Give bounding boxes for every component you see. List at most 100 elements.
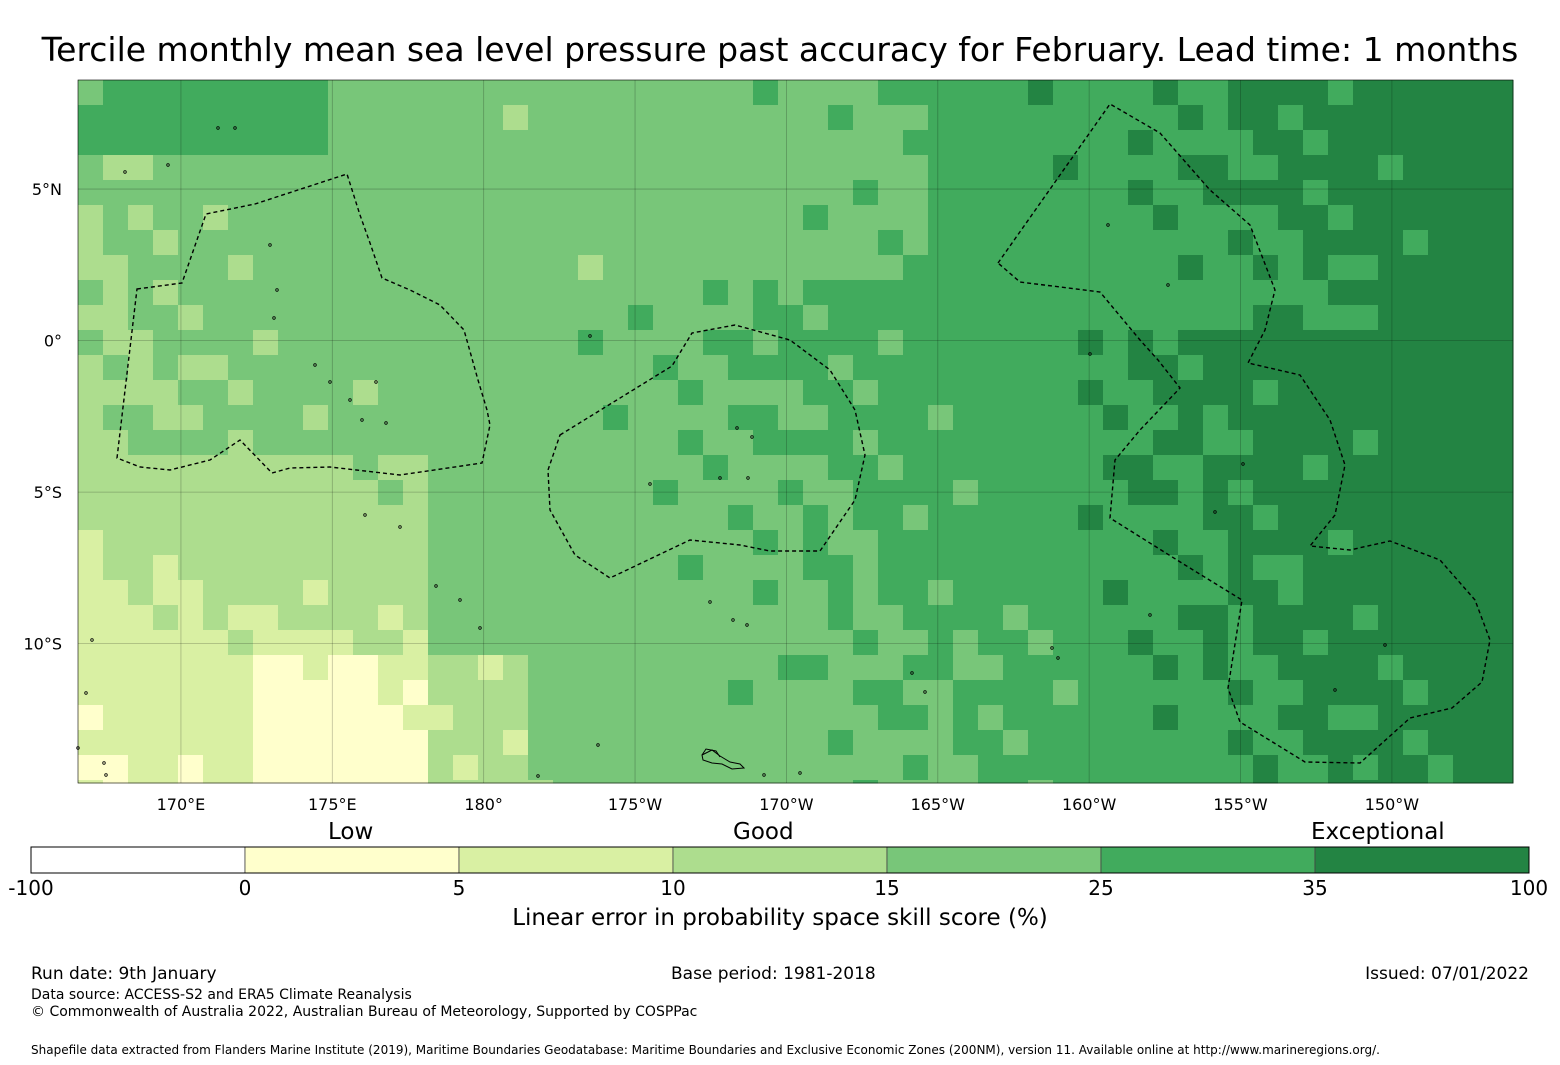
grid-cell xyxy=(1228,330,1254,356)
grid-cell xyxy=(278,105,304,131)
grid-cell xyxy=(503,530,529,556)
grid-cell xyxy=(1303,205,1329,231)
colorbar-tick-label: 10 xyxy=(660,876,686,900)
grid-cell xyxy=(1503,755,1514,781)
grid-cell xyxy=(1303,580,1329,606)
grid-cell xyxy=(803,430,829,456)
grid-cell xyxy=(1053,230,1079,256)
grid-cell xyxy=(928,605,954,631)
grid-cell xyxy=(953,430,979,456)
grid-cell xyxy=(1028,455,1054,481)
grid-cell xyxy=(928,680,954,706)
grid-cell xyxy=(603,530,629,556)
grid-cell xyxy=(1078,530,1104,556)
grid-cell xyxy=(228,205,254,231)
grid-cell xyxy=(1128,580,1154,606)
grid-cell xyxy=(478,730,504,756)
grid-cell xyxy=(453,430,479,456)
grid-cell xyxy=(253,430,279,456)
grid-cell xyxy=(703,655,729,681)
grid-cell xyxy=(278,605,304,631)
grid-cell xyxy=(278,430,304,456)
grid-cell xyxy=(978,455,1004,481)
grid-cell xyxy=(1278,780,1304,784)
grid-cell xyxy=(428,630,454,656)
grid-cell xyxy=(628,180,654,206)
grid-cell xyxy=(1353,80,1379,106)
grid-cell xyxy=(1278,405,1304,431)
grid-cell xyxy=(1053,530,1079,556)
grid-cell xyxy=(1503,430,1514,456)
grid-cell xyxy=(1378,180,1404,206)
grid-cell xyxy=(1103,380,1129,406)
grid-cell xyxy=(453,655,479,681)
grid-cell xyxy=(1328,755,1354,781)
grid-cell xyxy=(1053,555,1079,581)
grid-cell xyxy=(1078,205,1104,231)
grid-cell xyxy=(253,280,279,306)
grid-cell xyxy=(578,255,604,281)
grid-cell xyxy=(878,655,904,681)
grid-cell xyxy=(1303,605,1329,631)
grid-cell xyxy=(478,280,504,306)
grid-cell xyxy=(928,555,954,581)
grid-cell xyxy=(578,505,604,531)
grid-cell xyxy=(178,480,204,506)
grid-cell xyxy=(1078,780,1104,784)
grid-cell xyxy=(478,530,504,556)
grid-cell xyxy=(528,655,554,681)
grid-cell xyxy=(1428,555,1454,581)
grid-cell xyxy=(628,105,654,131)
grid-cell xyxy=(903,480,929,506)
grid-cell xyxy=(253,655,279,681)
grid-cell xyxy=(378,80,404,106)
grid-cell xyxy=(353,355,379,381)
grid-cell xyxy=(253,755,279,781)
grid-cell xyxy=(503,480,529,506)
grid-cell xyxy=(1103,655,1129,681)
grid-cell xyxy=(728,430,754,456)
grid-cell xyxy=(878,180,904,206)
grid-cell xyxy=(403,405,429,431)
grid-cell xyxy=(1453,555,1479,581)
grid-cell xyxy=(853,480,879,506)
grid-cell xyxy=(128,130,154,156)
grid-cell xyxy=(1178,355,1204,381)
grid-cell xyxy=(553,80,579,106)
island-marker xyxy=(478,626,482,630)
grid-cell xyxy=(103,255,129,281)
grid-cell xyxy=(953,255,979,281)
grid-cell xyxy=(153,530,179,556)
grid-cell xyxy=(803,105,829,131)
grid-cell xyxy=(628,330,654,356)
grid-cell xyxy=(278,630,304,656)
grid-cell xyxy=(1228,455,1254,481)
grid-cell xyxy=(1128,80,1154,106)
grid-cell xyxy=(1478,255,1504,281)
grid-cell xyxy=(103,605,129,631)
grid-cell xyxy=(578,305,604,331)
grid-cell xyxy=(1203,355,1229,381)
grid-cell xyxy=(703,230,729,256)
grid-cell xyxy=(1103,130,1129,156)
grid-cell xyxy=(453,555,479,581)
grid-cell xyxy=(153,605,179,631)
grid-cell xyxy=(1278,280,1304,306)
grid-cell xyxy=(1053,730,1079,756)
grid-cell xyxy=(678,755,704,781)
grid-cell xyxy=(203,780,229,784)
grid-cell xyxy=(678,580,704,606)
grid-cell xyxy=(1228,730,1254,756)
grid-cell xyxy=(1103,730,1129,756)
grid-cell xyxy=(378,230,404,256)
grid-cell xyxy=(1103,680,1129,706)
grid-cell xyxy=(853,255,879,281)
grid-cell xyxy=(503,130,529,156)
island-marker xyxy=(718,476,722,480)
grid-cell xyxy=(1353,780,1379,784)
grid-cell xyxy=(553,155,579,181)
grid-cell xyxy=(828,330,854,356)
grid-cell xyxy=(1253,380,1279,406)
grid-cell xyxy=(228,280,254,306)
grid-cell xyxy=(953,555,979,581)
